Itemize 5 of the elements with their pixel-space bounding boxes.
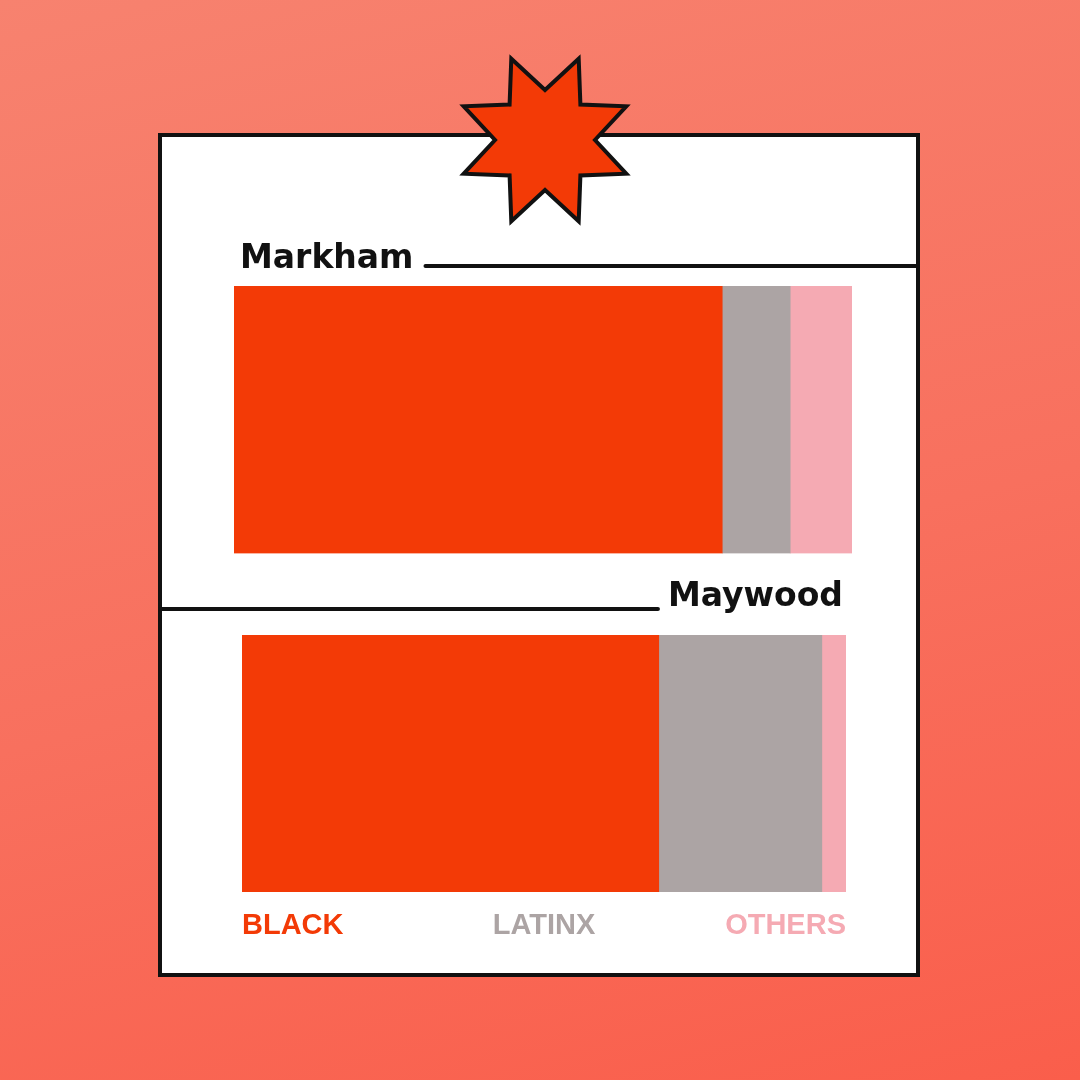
series-label: BLACK — [242, 908, 344, 940]
chart-title: Maywood — [667, 575, 843, 614]
chart-title: Markham — [240, 237, 414, 276]
series-label: OTHERS — [725, 908, 846, 940]
text: LATINX — [492, 908, 596, 940]
